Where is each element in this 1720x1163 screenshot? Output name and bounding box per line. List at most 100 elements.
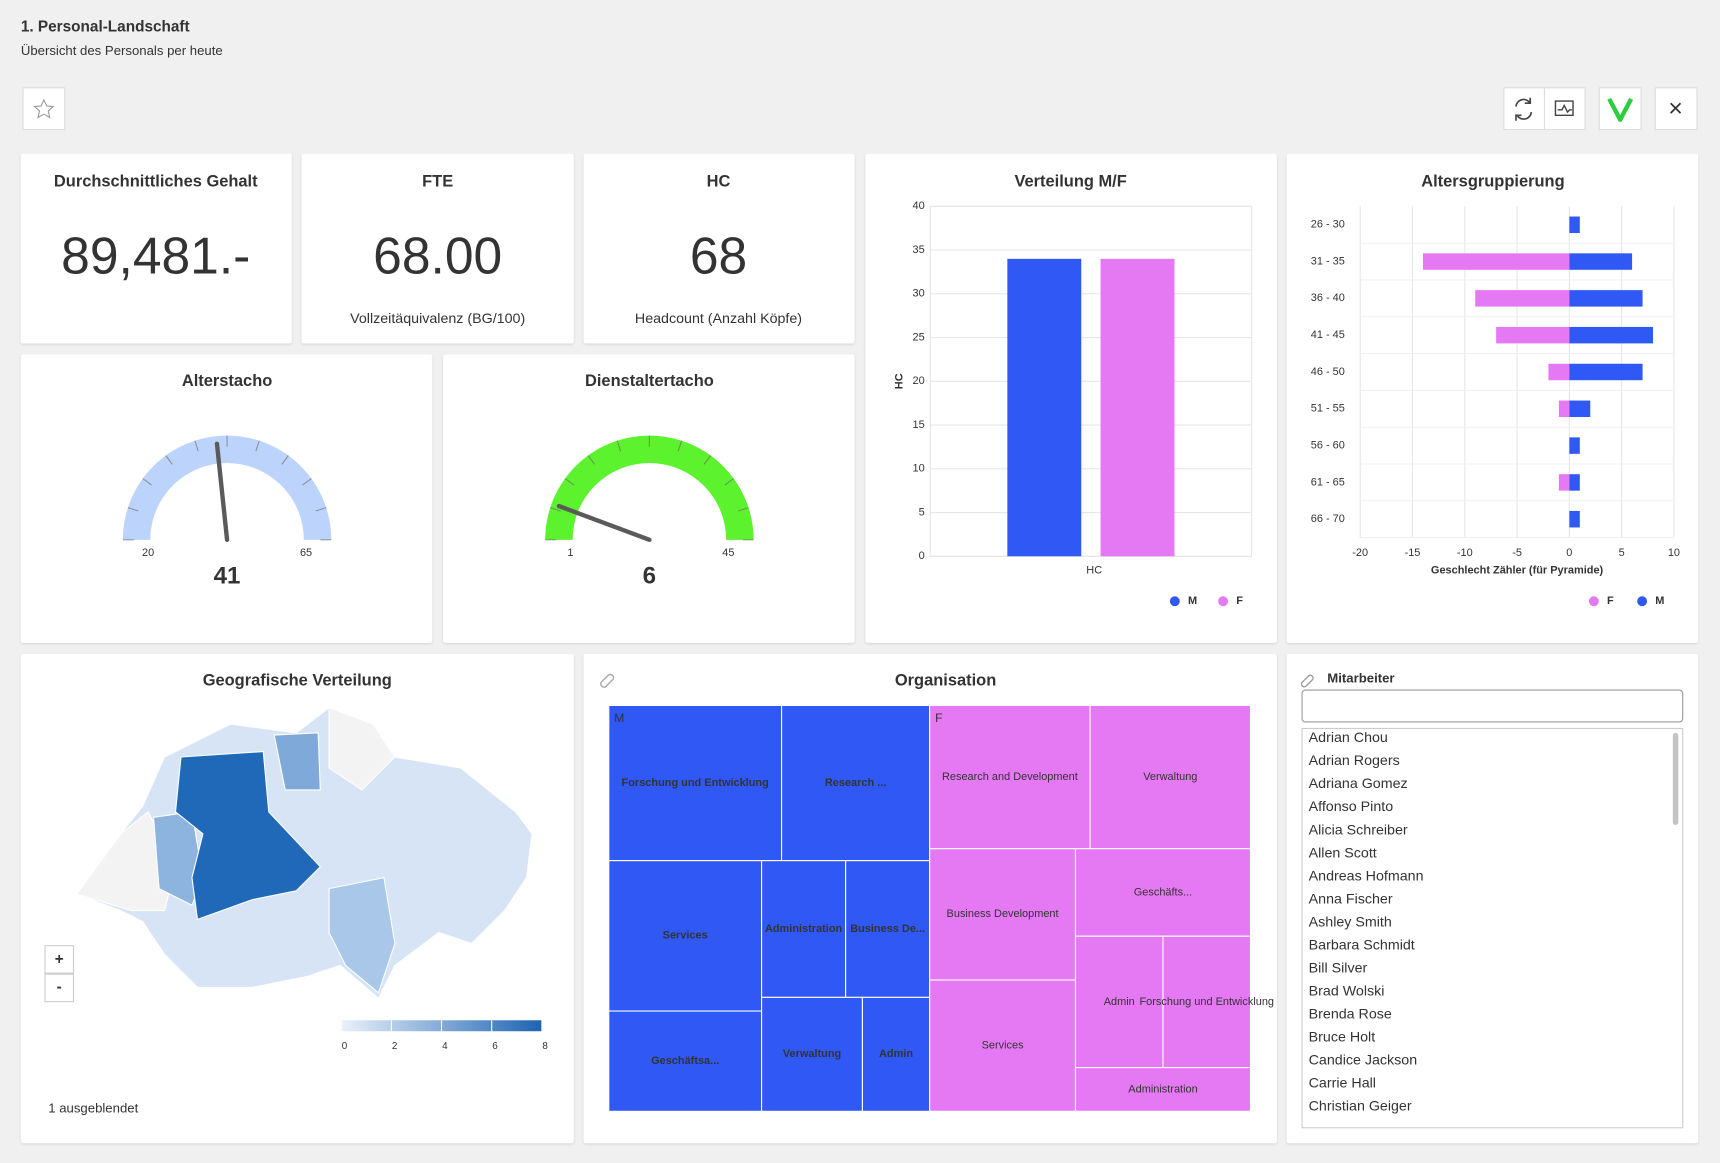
favorite-button[interactable] <box>22 87 66 131</box>
legend-marker <box>1169 596 1180 607</box>
x-tick-label: -5 <box>1512 547 1522 559</box>
bar <box>1496 326 1570 344</box>
x-tick-label: -15 <box>1405 547 1421 559</box>
gauge-tick <box>587 455 596 465</box>
treemap-cell <box>929 979 1077 1112</box>
treemap-label: Geschäftsa... <box>651 1055 719 1067</box>
list-box <box>1301 727 1684 1129</box>
treemap-cell <box>761 996 863 1112</box>
x-tick-label: -10 <box>1457 547 1473 559</box>
legend-label: M <box>1655 595 1664 607</box>
map-region <box>328 877 396 994</box>
gauge-needle <box>214 441 230 543</box>
treemap-label: Verwaltung <box>783 1048 841 1060</box>
list-item[interactable]: Brenda Rose <box>1309 1007 1392 1023</box>
treemap-cell <box>608 860 763 1012</box>
zoom-in-button[interactable] <box>44 945 75 974</box>
list-item[interactable]: Allen Scott <box>1309 845 1377 861</box>
list-item[interactable]: Ashley Smith <box>1309 914 1392 930</box>
star-icon <box>33 98 55 119</box>
treemap-label: Forschung und Entwicklung <box>622 777 769 789</box>
refresh-button[interactable] <box>1503 87 1546 131</box>
gauge-tick <box>616 440 622 452</box>
treemap-cell <box>929 848 1077 981</box>
treemap-cell <box>608 1010 763 1112</box>
gauge-tick <box>302 478 312 486</box>
bar <box>1569 400 1591 418</box>
y-tick-label: 30 <box>913 288 925 300</box>
gauge-tick <box>142 478 152 486</box>
list-item[interactable]: Bruce Holt <box>1309 1030 1376 1046</box>
zoom-out-button[interactable] <box>44 973 75 1003</box>
y-tick-label: 5 <box>919 506 925 518</box>
gauge-value: 41 <box>214 562 241 589</box>
treemap-label: Research ... <box>825 777 887 789</box>
list-item[interactable]: Alicia Schreiber <box>1309 822 1408 838</box>
kpi-value: 68 <box>690 227 747 285</box>
card <box>20 354 433 643</box>
logo-button[interactable] <box>1598 87 1642 131</box>
x-tick-label: -20 <box>1352 547 1368 559</box>
list-item[interactable]: Andreas Hofmann <box>1309 868 1424 884</box>
x-tick-label: 10 <box>1668 547 1680 559</box>
chart-icon <box>1554 100 1574 117</box>
y-axis-label: HC <box>893 373 905 389</box>
treemap-label: Forschung und Entwicklung <box>1139 996 1274 1008</box>
card <box>20 153 292 344</box>
map-region <box>328 706 396 791</box>
treemap-label: Services <box>663 930 708 942</box>
legend-marker <box>1588 596 1599 607</box>
list-item[interactable]: Adriana Gomez <box>1309 776 1408 792</box>
list-item[interactable]: Carrie Hall <box>1309 1076 1376 1092</box>
gauge-tick <box>127 507 139 512</box>
kpi-caption: Headcount (Anzahl Köpfe) <box>635 311 802 327</box>
chart-title: Verteilung M/F <box>1014 173 1126 191</box>
list-item[interactable]: Bill Silver <box>1309 960 1368 976</box>
card <box>301 153 574 344</box>
gauge-title: Dienstaltertacho <box>585 372 714 390</box>
treemap-label: Admin <box>1104 996 1135 1008</box>
y-tick-label: 35 <box>913 244 925 256</box>
gauge-min: 1 <box>567 547 573 559</box>
list-item[interactable]: Christian Geiger <box>1309 1099 1412 1115</box>
zoom-out-label: - <box>57 978 62 995</box>
gauge-tick <box>677 440 683 452</box>
page-title: 1. Personal-Landschaft <box>21 19 190 36</box>
list-item[interactable]: Affonso Pinto <box>1309 799 1394 815</box>
y-tick-label: 46 - 50 <box>1311 366 1345 378</box>
link-icon <box>1300 674 1314 688</box>
y-tick-label: 25 <box>913 331 925 343</box>
bar <box>1548 363 1570 381</box>
legend-label: F <box>1607 595 1614 607</box>
gauge-arc <box>545 435 754 540</box>
colorbar-label: 0 <box>342 1041 348 1052</box>
y-tick-label: 51 - 55 <box>1311 403 1345 415</box>
search-input[interactable] <box>1301 689 1684 723</box>
list-item[interactable]: Barbara Schmidt <box>1309 937 1415 953</box>
list-item[interactable]: Anna Fischer <box>1309 891 1393 907</box>
list-item[interactable]: Brad Wolski <box>1309 984 1385 1000</box>
gauge-tick <box>315 507 327 512</box>
y-tick-label: 26 - 30 <box>1311 219 1345 231</box>
refresh-icon <box>1515 97 1533 121</box>
list-item[interactable]: Adrian Rogers <box>1309 753 1400 769</box>
y-tick-label: 66 - 70 <box>1311 513 1345 525</box>
gauge-tick <box>194 440 199 452</box>
list-item[interactable]: Candice Jackson <box>1309 1053 1418 1069</box>
legend-label: M <box>1188 595 1197 607</box>
gauge-tick <box>165 455 173 465</box>
chart-button[interactable] <box>1543 87 1586 131</box>
kpi-value: 68.00 <box>373 227 502 285</box>
gauge-tick <box>550 507 561 512</box>
colorbar-label: 6 <box>492 1041 498 1052</box>
treemap-cell <box>861 996 931 1112</box>
map-region <box>174 750 322 921</box>
link-icon <box>600 673 615 688</box>
kpi-title: HC <box>707 173 731 191</box>
list-items: Adrian Chou Adrian Rogers Adriana Gomez Aff… <box>1309 730 1424 1115</box>
treemap-cell <box>929 704 1091 850</box>
list-item[interactable]: Adrian Chou <box>1309 730 1388 746</box>
card <box>443 354 855 643</box>
